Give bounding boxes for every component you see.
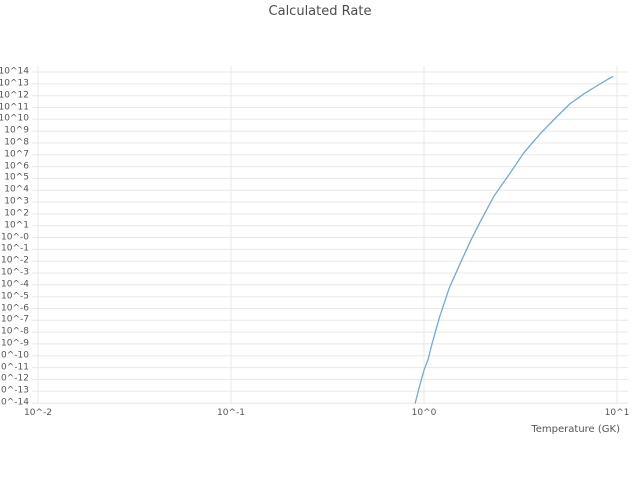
y-tick-label: 10^-6 bbox=[1, 303, 29, 313]
x-tick-label: 10^1 bbox=[604, 408, 630, 418]
y-tick-label: 10^-7 bbox=[1, 314, 29, 325]
y-tick-label: 10^-12 bbox=[0, 373, 29, 384]
y-tick-label: 10^14 bbox=[0, 66, 29, 77]
y-tick-label: 10^-1 bbox=[1, 243, 29, 254]
y-tick-label: 10^6 bbox=[4, 161, 29, 172]
y-tick-label: 10^2 bbox=[4, 208, 29, 219]
y-tick-label: 10^-9 bbox=[1, 338, 29, 349]
y-tick-label: 10^4 bbox=[4, 184, 29, 195]
x-axis-title: Temperature (GK) bbox=[531, 424, 620, 435]
y-tick-label: 10^-0 bbox=[1, 232, 29, 242]
y-tick-label: 10^1 bbox=[4, 220, 29, 231]
x-tick-label: 10^-1 bbox=[217, 408, 245, 418]
y-tick-label: 10^7 bbox=[4, 149, 29, 160]
y-tick-label: 10^-11 bbox=[0, 362, 29, 373]
y-tick-label: 10^5 bbox=[4, 172, 29, 183]
y-tick-label: 10^-10 bbox=[0, 350, 29, 361]
y-tick-label: 10^-14 bbox=[0, 397, 29, 408]
y-tick-label: 10^-8 bbox=[1, 326, 29, 337]
x-tick-label: 10^0 bbox=[411, 408, 437, 418]
y-tick-label: 10^3 bbox=[4, 196, 29, 207]
y-tick-label: 10^12 bbox=[0, 90, 29, 101]
y-tick-label: 10^-4 bbox=[1, 279, 29, 290]
y-tick-label: 10^13 bbox=[0, 78, 29, 89]
y-tick-label: 10^-5 bbox=[1, 291, 29, 302]
rate-curve bbox=[414, 76, 614, 404]
y-tick-label: 10^9 bbox=[4, 125, 29, 136]
y-tick-label: 10^11 bbox=[0, 102, 29, 112]
x-tick-label: 10^-2 bbox=[24, 408, 52, 418]
chart-title: Calculated Rate bbox=[268, 4, 372, 19]
y-tick-label: 10^8 bbox=[4, 137, 29, 148]
y-tick-label: 10^-2 bbox=[1, 255, 29, 266]
y-tick-label: 10^-3 bbox=[1, 267, 29, 278]
y-tick-label: 10^10 bbox=[0, 113, 29, 124]
y-tick-label: 10^-13 bbox=[0, 385, 29, 396]
